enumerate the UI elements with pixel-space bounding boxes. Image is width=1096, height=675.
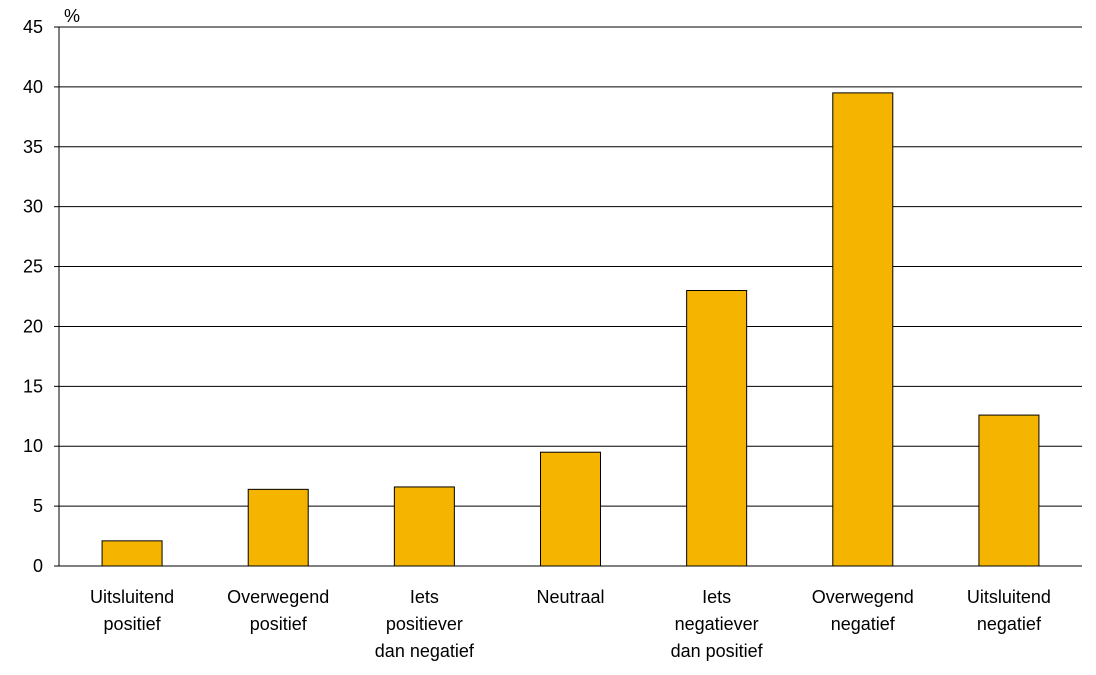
x-tick-label: Overwegend negatief: [812, 587, 914, 634]
x-tick-label: Neutraal: [536, 587, 604, 607]
x-tick-label-line: positief: [250, 614, 308, 634]
x-tick-label-line: negatiever: [675, 614, 759, 634]
bar: [832, 92, 894, 567]
y-tick-label: 15: [23, 376, 43, 396]
x-tick-label-line: negatief: [831, 614, 896, 634]
bar: [978, 414, 1040, 567]
y-tick-label: 25: [23, 257, 43, 277]
y-tick-label: 20: [23, 316, 43, 336]
x-tick-label-line: dan positief: [671, 641, 764, 661]
x-tick-label-line: positief: [104, 614, 162, 634]
x-tick-label-line: Overwegend: [227, 587, 329, 607]
y-tick-label: 40: [23, 77, 43, 97]
x-tick-label: Uitsluitend negatief: [967, 587, 1051, 634]
bars: [101, 92, 1040, 567]
x-tick-label-line: Uitsluitend: [90, 587, 174, 607]
y-axis-unit-label: %: [64, 6, 80, 26]
y-tick-label: 5: [33, 496, 43, 516]
x-tick-label-line: Iets: [702, 587, 731, 607]
y-tick-label: 35: [23, 137, 43, 157]
grid-lines: [54, 26, 1082, 567]
y-tick-label: 0: [33, 556, 43, 576]
bar: [540, 451, 601, 567]
x-tick-label-line: Overwegend: [812, 587, 914, 607]
x-tick-label: Overwegend positief: [227, 587, 329, 634]
y-tick-label: 45: [23, 17, 43, 37]
x-tick-label-line: Uitsluitend: [967, 587, 1051, 607]
y-tick-label: 10: [23, 436, 43, 456]
x-tick-label-line: positiever: [386, 614, 463, 634]
bar: [393, 486, 455, 567]
x-tick-label-line: Iets: [410, 587, 439, 607]
bar: [686, 290, 748, 567]
x-tick-label: Uitsluitend positief: [90, 587, 174, 634]
bar: [101, 540, 163, 567]
bar: [247, 488, 309, 567]
x-tick-label-line: dan negatief: [375, 641, 475, 661]
x-tick-labels: Uitsluitend positief Overwegend positief Iet…: [90, 587, 1051, 661]
axes: [58, 27, 1082, 567]
x-tick-label-line: negatief: [977, 614, 1042, 634]
x-tick-label: Iets negatiever dan positief: [671, 587, 764, 661]
x-tick-label: Iets positiever dan negatief: [375, 587, 475, 661]
y-tick-labels: 0 5 10 15 20 25 30 35 40 45: [23, 17, 43, 576]
y-tick-label: 30: [23, 197, 43, 217]
x-tick-label-line: Neutraal: [536, 587, 604, 607]
